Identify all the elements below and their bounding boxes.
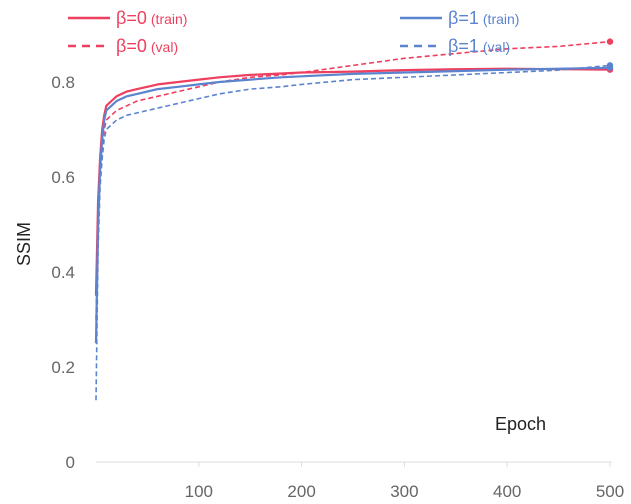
y-tick-label: 0.2 [51,358,75,377]
series-layer [94,38,614,401]
axis-layer: 100 200 300 400 500 0 0.2 0.4 0.6 0.8 SSIM Epoch [14,73,624,501]
y-axis-title: SSIM [14,222,34,266]
legend-label: β=1 (train) [448,8,519,28]
y-tick-label: 0.8 [51,73,75,92]
x-tick-label: 200 [287,482,315,501]
legend-item-0: β=0 (train) [68,8,187,28]
series-line-3 [95,64,611,401]
legend-item-2: β=1 (train) [400,8,519,28]
legend-item-1: β=0 (val) [68,36,178,56]
legend-label-main: β=0 [116,8,147,28]
legend-item-3: β=1 (val) [400,36,510,56]
legend-label-sub: (val) [151,39,178,55]
series-end-point-3 [606,62,614,69]
legend-label-sub: (train) [483,11,520,27]
legend: β=0 (train)β=0 (val)β=1 (train)β=1 (val) [68,8,519,56]
legend-label: β=0 (train) [116,8,187,28]
x-tick-label: 400 [493,482,521,501]
x-tick-label: 300 [390,482,418,501]
series-line-2 [94,66,611,344]
x-tick-label: 100 [185,482,213,501]
x-tick-label: 500 [596,482,624,501]
legend-label-sub: (val) [483,39,510,55]
legend-label-main: β=0 [116,36,147,56]
series-line-0 [94,67,611,296]
legend-label: β=1 (val) [448,36,510,56]
legend-label-main: β=1 [448,36,479,56]
legend-label-sub: (train) [151,11,188,27]
legend-label: β=0 (val) [116,36,178,56]
y-tick-label: 0.6 [51,168,75,187]
y-tick-label: 0.4 [51,263,75,282]
legend-label-main: β=1 [448,8,479,28]
y-tick-label: 0 [66,453,75,472]
series-end-point-1 [606,38,614,45]
x-axis-title: Epoch [495,414,546,434]
